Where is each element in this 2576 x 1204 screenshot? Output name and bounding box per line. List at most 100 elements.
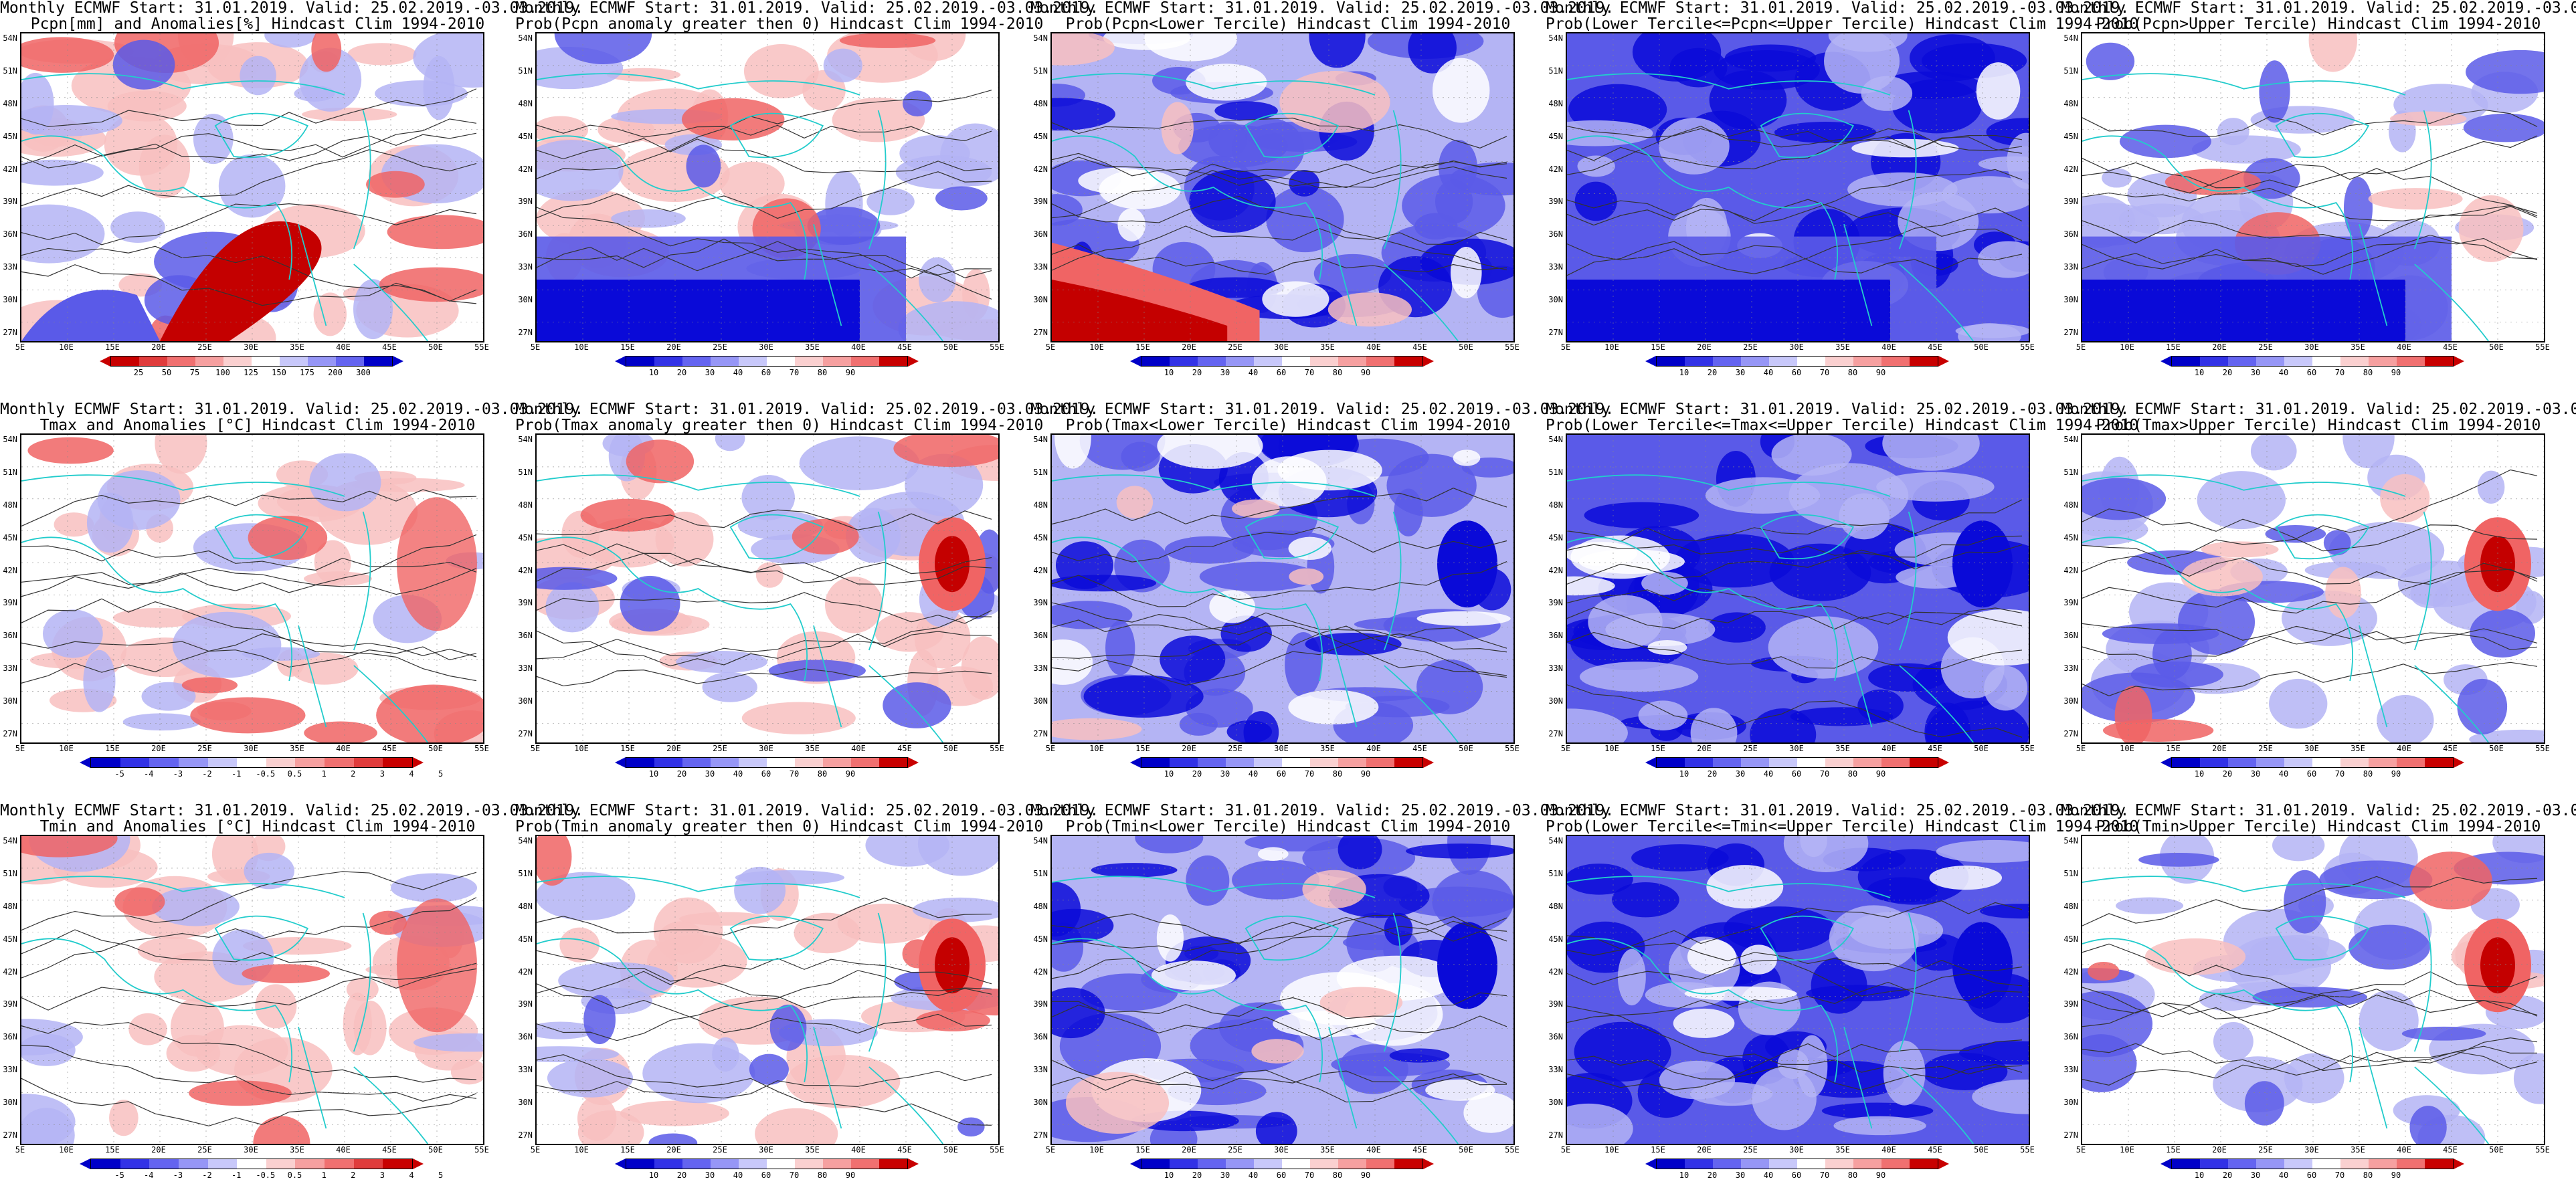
colorbar-label: 5: [438, 1171, 444, 1180]
field-blotch: [21, 105, 122, 136]
panel-title: Monthly ECMWF Start: 31.01.2019. Valid: …: [515, 0, 1099, 32]
lon-label: 25E: [2258, 744, 2273, 753]
coastline: [537, 135, 808, 280]
lat-label: 51N: [2063, 868, 2078, 878]
field-blotch: [1151, 961, 1236, 991]
panel-pcpn-4: Monthly ECMWF Start: 31.01.2019. Valid: …: [2061, 0, 2576, 401]
map-area: [535, 433, 1000, 744]
field-blotch: [1052, 639, 1093, 685]
map-area: [1566, 433, 2030, 744]
colorbar-swatch: [1366, 758, 1394, 767]
colorbar-swatch: [851, 1159, 879, 1169]
lon-label: 15E: [1651, 342, 1665, 352]
field-blotch: [1199, 561, 1318, 591]
contour-line: [1052, 913, 1507, 944]
colorbar-arrow-right: [2454, 757, 2464, 768]
field-blotch: [839, 33, 936, 48]
coastline: [1898, 912, 1917, 1052]
colorbar-swatch: [308, 357, 336, 366]
field-blotch: [799, 436, 920, 490]
field-blotch: [1161, 102, 1194, 155]
colorbar-swatch: [2312, 758, 2340, 767]
field-blotch: [2144, 938, 2246, 975]
contour-line: [1567, 169, 2023, 226]
field-blotch: [1774, 122, 1877, 143]
lon-label: 45E: [382, 744, 397, 753]
field-blotch: [1288, 536, 1331, 561]
contour-line: [1567, 1056, 2023, 1091]
colorbar-swatch: [2369, 758, 2397, 767]
title-line-2: Tmax and Anomalies [°C] Hindcast Clim 19…: [39, 417, 476, 434]
contour-line: [21, 88, 477, 127]
contour-line: [21, 1021, 477, 1083]
lat-label: 48N: [2063, 500, 2078, 510]
title-line-1: Monthly ECMWF Start: 31.01.2019. Valid: …: [0, 0, 584, 17]
field-blotch: [1052, 194, 1083, 226]
lat-label: 27N: [3, 328, 17, 337]
colorbar-swatch: [2340, 357, 2369, 366]
colorbar: [626, 356, 908, 367]
contour-line: [21, 963, 477, 1011]
contour-line: [1567, 1039, 2023, 1090]
field-blotch: [1255, 1112, 1297, 1144]
colorbar-swatch: [325, 758, 354, 767]
contour-line: [1567, 587, 2023, 625]
lon-label: 40E: [851, 342, 866, 352]
lon-label: 55E: [990, 744, 1004, 753]
south-band-core: [1567, 280, 1890, 341]
colorbar-swatch: [2425, 758, 2453, 767]
field-blotch: [1959, 1041, 2029, 1065]
field-blotch: [1848, 911, 1944, 950]
colorbar-swatch: [654, 758, 682, 767]
lat-label: 54N: [1548, 435, 1563, 444]
lon-label: 45E: [2443, 342, 2458, 352]
field-blotch: [1091, 863, 1178, 878]
lon-label: 40E: [851, 1145, 866, 1155]
colorbar-swatch: [2340, 758, 2369, 767]
lat-label: 45N: [1548, 934, 1563, 944]
contour-line: [2082, 109, 2538, 137]
panel-pcpn-2: Monthly ECMWF Start: 31.01.2019. Valid: …: [1030, 0, 1614, 401]
lat-label: 42N: [1033, 164, 1048, 174]
lon-label: 40E: [336, 744, 351, 753]
lon-label: 35E: [290, 1145, 304, 1155]
lon-label: 15E: [2166, 744, 2181, 753]
lon-label: 25E: [2258, 342, 2273, 352]
lat-label: 30N: [1033, 696, 1048, 706]
colorbar-swatch: [1310, 357, 1338, 366]
lon-label: 55E: [474, 342, 489, 352]
colorbar-label: 70: [2334, 769, 2345, 779]
colorbar-swatch: [1170, 357, 1198, 366]
panel-pcpn-3: Monthly ECMWF Start: 31.01.2019. Valid: …: [1546, 0, 2138, 401]
colorbar-swatch: [1254, 758, 1282, 767]
lat-label: 33N: [3, 1065, 17, 1075]
colorbar-swatch: [1282, 357, 1310, 366]
colorbar: [90, 757, 413, 768]
lon-label: 5E: [15, 744, 25, 753]
field-blotch: [2319, 860, 2433, 900]
map-svg: [1052, 33, 1513, 341]
contour-line: [1567, 631, 2023, 670]
map-svg: [1567, 435, 2029, 742]
lat-label: 39N: [1548, 999, 1563, 1009]
title-line-2: Prob(Lower Tercile<=Tmin<=Upper Tercile)…: [1546, 818, 2139, 835]
panel-tmin-3: Monthly ECMWF Start: 31.01.2019. Valid: …: [1546, 803, 2139, 1204]
colorbar-swatch: [2284, 1159, 2312, 1169]
colorbar-label: 20: [676, 1171, 687, 1180]
colorbar-label: 70: [789, 1171, 800, 1180]
field-blotch: [387, 215, 483, 249]
lat-label: 39N: [3, 598, 17, 608]
lon-label: 25E: [713, 1145, 727, 1155]
colorbar-swatch: [1141, 758, 1170, 767]
lon-label: 45E: [1928, 1145, 1942, 1155]
lat-label: 30N: [1548, 1098, 1563, 1108]
panel-title: Monthly ECMWF Start: 31.01.2019. Valid: …: [1546, 803, 2139, 835]
colorbar-swatch: [1825, 758, 1853, 767]
colorbar-arrow-left: [80, 757, 90, 768]
field-blotch: [681, 98, 785, 141]
coastline: [2082, 938, 2353, 1083]
colorbar-swatch: [1910, 357, 1938, 366]
map-area: [2081, 835, 2545, 1145]
lon-label: 45E: [897, 342, 912, 352]
field-blotch: [1313, 254, 1392, 293]
